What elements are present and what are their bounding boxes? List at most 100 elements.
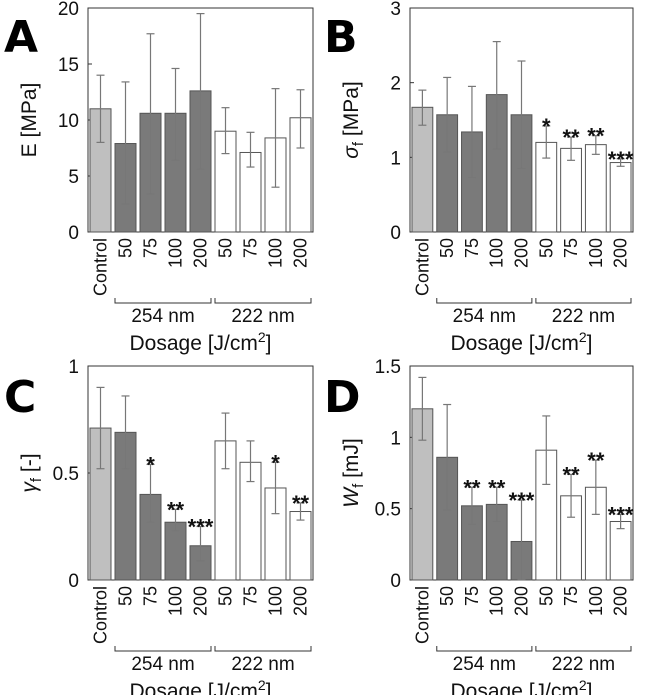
panel-c-bar — [289, 511, 312, 581]
panel-a-ytick-label: 10 — [58, 111, 79, 132]
panel-d-group-label: 222 nm — [552, 654, 615, 675]
panel-c-significance-mark: * — [271, 450, 280, 475]
panel-c-category-label: Control — [91, 586, 111, 644]
panel-b-ylabel: σf [MPa] — [340, 81, 367, 159]
panel-b-category-label: 100 — [487, 238, 507, 268]
panel-a-group-bracket — [114, 298, 212, 304]
panel-a-category-label: 200 — [291, 238, 311, 268]
panel-b-category-label: 200 — [512, 238, 532, 268]
panel-a-ytick-label: 15 — [58, 55, 79, 76]
panel-b-ylabel-main: σ — [340, 145, 363, 159]
panel-a-category-label: 100 — [266, 238, 286, 268]
panel-d-xlabel: Dosage [J/cm2] — [450, 677, 592, 695]
panel-b-xlabel-main: Dosage [J/cm — [450, 332, 578, 355]
panel-a-xlabel-sup: 2 — [258, 329, 266, 345]
panel-b-ytick-label: 3 — [390, 0, 401, 20]
panel-c-category-label: 50 — [216, 586, 236, 606]
panel-b-group-bracket — [535, 298, 632, 304]
panel-b-letter: B — [324, 12, 358, 63]
panel-b-category-label: 50 — [437, 238, 457, 258]
panel-d-significance-mark: ** — [463, 475, 481, 500]
panel-d-group-bracket — [436, 646, 533, 652]
panel-d-xlabel-sup: 2 — [579, 677, 587, 693]
panel-d-ytick-label: 0.5 — [375, 500, 401, 521]
panel-d-ylabel-unit: [mJ] — [340, 438, 363, 484]
panel-c-category-label: 100 — [266, 586, 286, 616]
panel-c-category-label: 200 — [191, 586, 211, 616]
panel-a-group-label: 222 nm — [231, 306, 294, 327]
panel-b-category-label: 75 — [462, 238, 482, 258]
panel-a-xlabel: Dosage [J/cm2] — [129, 329, 271, 355]
panel-b-bar — [411, 106, 434, 233]
panel-d-category-label: 200 — [512, 586, 532, 616]
panel-b-category-label: 75 — [561, 238, 581, 258]
panel-a-xlabel-end: ] — [266, 332, 272, 355]
panel-c-ylabel-sub: f — [28, 477, 45, 482]
panel-c-significance-mark: ** — [167, 497, 185, 522]
panel-b-ylabel-unit: [MPa] — [340, 81, 363, 142]
panel-d-bar — [609, 521, 632, 581]
panel-d-category-label: 75 — [462, 586, 482, 606]
panel-c-xlabel: Dosage [J/cm2] — [129, 677, 271, 695]
panel-d-xlabel-end: ] — [587, 680, 593, 695]
panel-c-significance-mark: * — [146, 452, 155, 477]
panel-a-category-label: 75 — [241, 238, 261, 258]
panel-d-ytick-label: 1.5 — [375, 357, 401, 378]
panel-a-ylabel-main: E [MPa] — [18, 83, 41, 158]
panel-a-ytick-label: 0 — [68, 223, 79, 244]
panel-d-significance-mark: *** — [509, 488, 535, 513]
panel-c-ylabel-unit: [-] — [18, 453, 41, 478]
panel-b-bar — [609, 162, 632, 233]
panel-d-letter: D — [324, 372, 361, 423]
panel-d-category-label: 50 — [437, 586, 457, 606]
panel-b-bar — [584, 144, 607, 233]
panel-c-category-label: 100 — [166, 586, 186, 616]
panel-c-significance-mark: *** — [188, 515, 214, 540]
panel-b-category-label: 200 — [611, 238, 631, 268]
panel-c-xlabel-sup: 2 — [258, 677, 266, 693]
panel-b-significance-mark: *** — [608, 147, 634, 172]
panel-d-category-label: Control — [412, 586, 432, 644]
panel-b-ytick-label: 2 — [390, 74, 401, 95]
panel-b-group-bracket — [436, 298, 533, 304]
panel-a-category-label: 50 — [116, 238, 136, 258]
panel-a-ylabel: E [MPa] — [18, 83, 41, 158]
panel-d-group-label: 254 nm — [453, 654, 516, 675]
panel-d-significance-mark: ** — [562, 462, 580, 487]
panel-c-group-label: 254 nm — [131, 654, 194, 675]
panel-b-ytick-label: 1 — [390, 148, 401, 169]
panel-b-xlabel-end: ] — [587, 332, 593, 355]
panel-d-ylabel: Wf [mJ] — [340, 438, 367, 508]
panel-d-category-label: 100 — [487, 586, 507, 616]
panel-c-ytick-label: 0 — [68, 571, 79, 592]
panel-b-category-label: 100 — [586, 238, 606, 268]
panel-a-letter: A — [4, 12, 38, 63]
panel-a-group-label: 254 nm — [131, 306, 194, 327]
panel-b-significance-mark: ** — [587, 124, 605, 149]
panel-a-category-label: 75 — [141, 238, 161, 258]
panel-d-ytick-label: 1 — [390, 428, 401, 449]
panel-b-ytick-label: 0 — [390, 223, 401, 244]
panel-d-category-label: 100 — [586, 586, 606, 616]
panel-d-category-label: 75 — [561, 586, 581, 606]
panel-c-category-label: 50 — [116, 586, 136, 606]
panel-a-group-bracket — [214, 298, 312, 304]
panel-b-significance-mark: * — [542, 114, 551, 139]
panel-a-category-label: 50 — [216, 238, 236, 258]
panel-c-significance-mark: ** — [292, 491, 310, 516]
panel-b-category-label: Control — [412, 238, 432, 296]
panel-d-category-label: 50 — [536, 586, 556, 606]
panel-c-category-label: 200 — [291, 586, 311, 616]
panel-c-ylabel: γf [-] — [18, 453, 45, 492]
panel-b-xlabel: Dosage [J/cm2] — [450, 329, 592, 355]
panel-b-group-label: 222 nm — [552, 306, 615, 327]
panel-a-category-label: 100 — [166, 238, 186, 268]
panel-c-ytick-label: 0.5 — [53, 464, 79, 485]
panel-c-group-label: 222 nm — [231, 654, 294, 675]
panel-d-significance-mark: *** — [608, 502, 634, 527]
panel-c-group-bracket — [114, 646, 212, 652]
